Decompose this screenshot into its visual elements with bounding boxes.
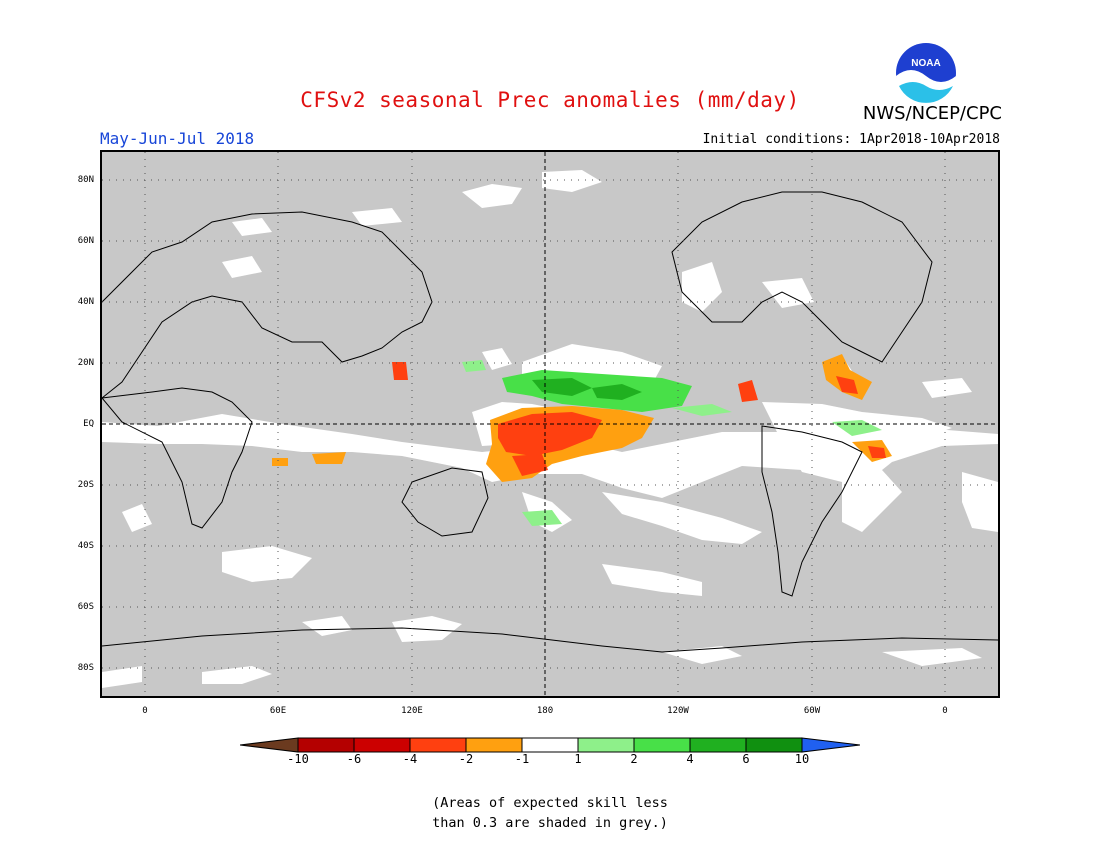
colorbar-label: 4 xyxy=(686,752,694,766)
colorbar-label: -4 xyxy=(402,752,418,766)
colorbar-segment xyxy=(633,737,691,753)
colorbar-segment xyxy=(689,737,747,753)
skill-footnote: (Areas of expected skill less than 0.3 a… xyxy=(0,793,1100,833)
colorbar-label: 10 xyxy=(794,752,810,766)
colorbar-segment xyxy=(745,737,803,753)
colorbar-segment xyxy=(577,737,635,753)
colorbar-segment xyxy=(353,737,411,753)
lon-tick-60e: 60E xyxy=(269,706,287,716)
colorbar-label: 6 xyxy=(742,752,750,766)
initial-conditions: Initial conditions: 1Apr2018-10Apr2018 xyxy=(702,132,1000,147)
colorbar-arrow-low xyxy=(240,737,299,753)
lat-tick-eq: EQ xyxy=(83,419,94,429)
lat-tick-20s: 20S xyxy=(77,480,94,490)
lon-tick-120e: 120E xyxy=(401,706,423,716)
footnote-line-1: (Areas of expected skill less xyxy=(432,795,668,811)
colorbar-label: -6 xyxy=(346,752,362,766)
lat-tick-40n: 40N xyxy=(77,297,94,307)
colorbar-segment xyxy=(521,737,579,753)
lat-tick-80s: 80S xyxy=(77,663,94,673)
dry-anomalies xyxy=(272,354,892,482)
colorbar-label: -10 xyxy=(287,752,309,766)
noaa-logo: NOAA xyxy=(896,43,956,104)
agency-label: NWS/NCEP/CPC xyxy=(862,103,1002,124)
colorbar-label: 1 xyxy=(574,752,582,766)
lat-tick-40s: 40S xyxy=(77,541,94,551)
logo-text: NOAA xyxy=(911,58,940,69)
colorbar-segment xyxy=(297,737,355,753)
colorbar-segment xyxy=(409,737,467,753)
graticule xyxy=(102,152,998,696)
lat-tick-60n: 60N xyxy=(77,236,94,246)
colorbar-arrow-high xyxy=(801,737,860,753)
lat-tick-20n: 20N xyxy=(77,358,94,368)
lon-tick-120w: 120W xyxy=(667,706,689,716)
colorbar-segments xyxy=(240,737,860,753)
map-title: CFSv2 seasonal Prec anomalies (mm/day) xyxy=(300,88,800,112)
forecast-period: May-Jun-Jul 2018 xyxy=(100,129,255,148)
wet-anomalies xyxy=(462,360,882,526)
lon-tick-60w: 60W xyxy=(803,706,821,716)
lon-tick-0-east: 0 xyxy=(942,706,948,716)
lon-tick-180: 180 xyxy=(536,706,554,716)
colorbar xyxy=(240,737,860,753)
colorbar-segment xyxy=(465,737,523,753)
colorbar-label: 2 xyxy=(630,752,638,766)
colorbar-label: -2 xyxy=(458,752,474,766)
footnote-line-2: than 0.3 are shaded in grey.) xyxy=(432,815,668,831)
lon-tick-0: 0 xyxy=(142,706,148,716)
map-canvas xyxy=(102,152,998,696)
lat-tick-80n: 80N xyxy=(77,175,94,185)
colorbar-label: -1 xyxy=(514,752,530,766)
lat-tick-60s: 60S xyxy=(77,602,94,612)
anomaly-map xyxy=(100,150,1000,698)
